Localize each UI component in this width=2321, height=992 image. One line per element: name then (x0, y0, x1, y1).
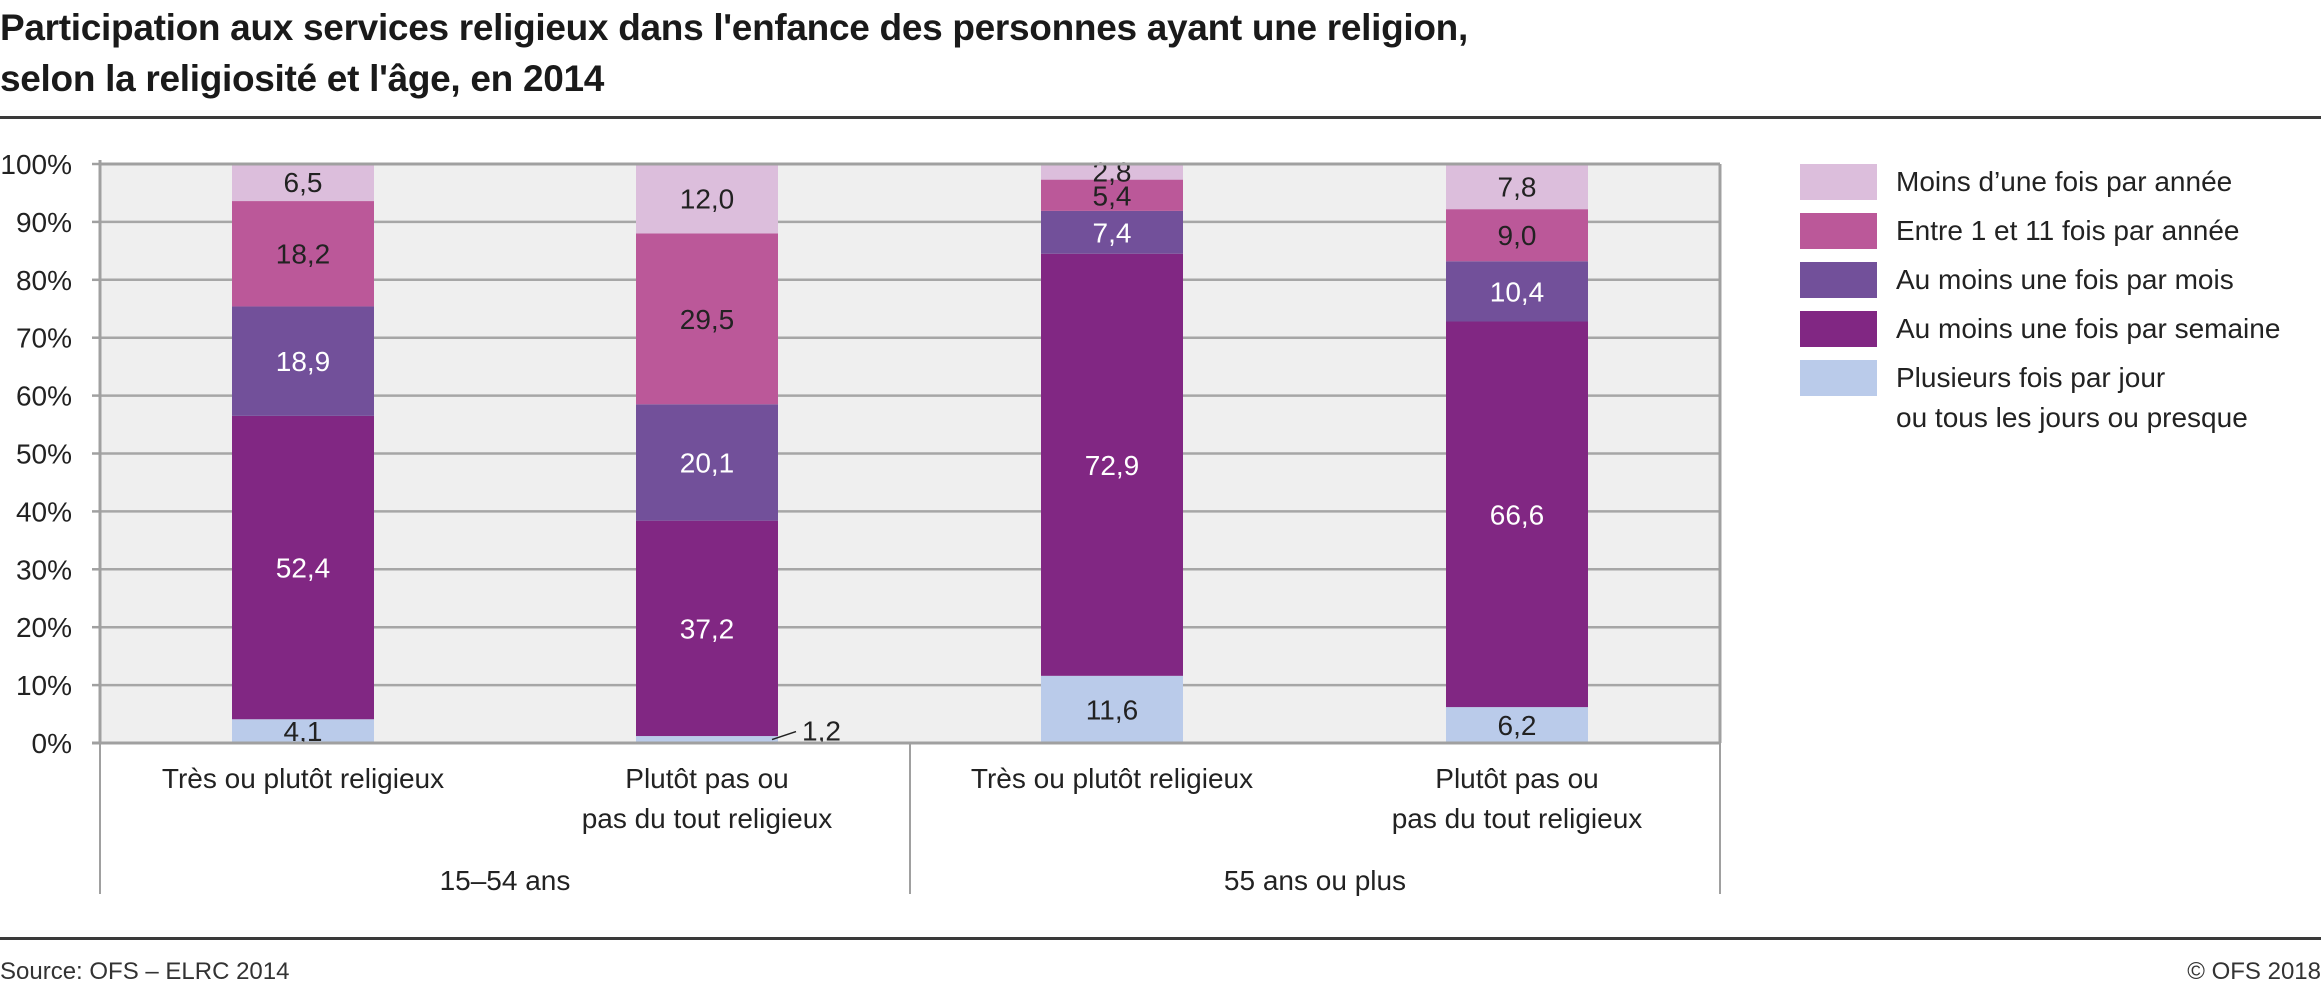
bar-segment (1041, 675, 1183, 743)
bar-segment (1041, 163, 1183, 180)
chart-title-line-1: Participation aux services religieux dan… (0, 7, 1468, 48)
segment-label: 10,4 (1490, 276, 1545, 307)
bar-segment (1446, 707, 1588, 743)
bar-segment (1041, 210, 1183, 254)
bar-segments (232, 163, 1588, 743)
legend-label: Au moins une fois par semaine (1896, 313, 2281, 344)
axes (92, 160, 1722, 894)
segment-label: 6,2 (1498, 710, 1537, 741)
bar-segment (636, 164, 778, 234)
legend-swatch (1800, 311, 1877, 347)
bar-segment (1446, 209, 1588, 262)
bar-segment (232, 415, 374, 720)
segment-label: 18,2 (276, 239, 331, 270)
chart-title-line-2: selon la religiosité et l'âge, en 2014 (0, 58, 605, 99)
bar-segment (636, 404, 778, 521)
segment-label: 72,9 (1085, 450, 1140, 481)
legend-swatch (1800, 164, 1877, 200)
bar-segment (232, 201, 374, 307)
category-label: Plutôt pas ou (625, 763, 788, 794)
legend-label: Entre 1 et 11 fois par année (1896, 215, 2240, 246)
category-labels: Très ou plutôt religieux Plutôt pas ou pas… (162, 763, 1642, 896)
category-label: Plutôt pas ou (1435, 763, 1598, 794)
y-tick-labels: 0% 10% 20% 30% 40% 50% 60% 70% 80% 90% 100% (0, 149, 72, 759)
legend-swatch (1800, 360, 1877, 396)
segment-label: 52,4 (276, 553, 331, 584)
segment-label: 1,2 (802, 716, 841, 747)
y-tick-label: 60% (16, 381, 72, 412)
y-tick-label: 100% (0, 149, 72, 180)
category-label: pas du tout religieux (582, 803, 833, 834)
label-leader-line (771, 730, 797, 741)
segment-label: 66,6 (1490, 499, 1545, 530)
y-tick-label: 30% (16, 554, 72, 585)
y-tick-label: 90% (16, 207, 72, 238)
source-note: Source: OFS – ELRC 2014 (0, 958, 290, 985)
legend-label: Moins d’une fois par année (1896, 166, 2233, 197)
legend-label: Au moins une fois par mois (1896, 264, 2234, 295)
bar-segment (636, 520, 778, 737)
segment-label: 29,5 (680, 304, 735, 335)
segment-label: 7,8 (1498, 172, 1537, 203)
bar-segment (1446, 164, 1588, 210)
bar-segment (1446, 321, 1588, 708)
y-tick-label: 0% (32, 728, 72, 759)
segment-label: 2,8 (1093, 157, 1132, 188)
category-label: pas du tout religieux (1392, 803, 1643, 834)
y-tick-label: 70% (16, 323, 72, 354)
category-label: Très ou plutôt religieux (971, 763, 1253, 794)
segment-label: 6,5 (284, 167, 323, 198)
segment-label: 12,0 (680, 184, 735, 215)
segment-label: 7,4 (1093, 217, 1132, 248)
bar-segment (232, 719, 374, 743)
segment-labels: 4,152,418,918,26,51,237,220,129,512,011,… (276, 157, 1545, 748)
bar-segment (1446, 261, 1588, 322)
y-tick-label: 10% (16, 670, 72, 701)
bar-segment (636, 233, 778, 405)
segment-label: 5,4 (1093, 180, 1132, 211)
y-tick-label: 80% (16, 265, 72, 296)
y-tick-label: 20% (16, 612, 72, 643)
segment-label: 11,6 (1086, 694, 1138, 725)
segment-label: 18,9 (276, 346, 331, 377)
bar-segment (1041, 179, 1183, 211)
title-divider (0, 116, 2321, 119)
bar-segment (636, 736, 778, 743)
group-label: 15–54 ans (440, 865, 571, 896)
group-label: 55 ans ou plus (1224, 865, 1406, 896)
segment-label: 37,2 (680, 613, 735, 644)
y-tick-label: 50% (16, 439, 72, 470)
bar-segment (232, 306, 374, 416)
category-label: Très ou plutôt religieux (162, 763, 444, 794)
legend-label: Plusieurs fois par jour (1896, 362, 2166, 393)
bar-segment (1041, 253, 1183, 676)
legend-label: ou tous les jours ou presque (1896, 402, 2248, 433)
footer-divider (0, 937, 2321, 940)
bar-segment (232, 163, 374, 202)
segment-label: 20,1 (680, 447, 735, 478)
segment-label: 9,0 (1498, 220, 1537, 251)
legend-swatch (1800, 213, 1877, 249)
legend-swatch (1800, 262, 1877, 298)
copyright-note: © OFS 2018 (2187, 958, 2321, 985)
chart-title: Participation aux services religieux dan… (0, 2, 1468, 104)
y-tick-label: 40% (16, 496, 72, 527)
